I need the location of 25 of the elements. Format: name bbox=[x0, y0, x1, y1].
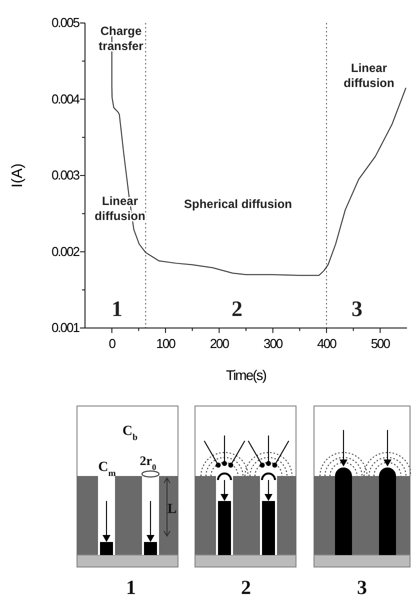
y-axis-title: I(A) bbox=[9, 163, 26, 188]
x-tick-label: 100 bbox=[156, 336, 176, 351]
x-tick-label: 400 bbox=[317, 336, 337, 351]
text: 2r$_{0}$ bbox=[140, 453, 156, 472]
text: 1 bbox=[126, 577, 136, 598]
text: 2 bbox=[241, 577, 251, 598]
y-tick-label: 0.005 bbox=[51, 15, 80, 30]
y-tick-label: 0.001 bbox=[51, 320, 80, 335]
annotation: Linear diffusion bbox=[344, 61, 394, 90]
annotation: 1 bbox=[112, 296, 122, 321]
text: C$_{b}$ bbox=[122, 424, 138, 442]
x-tick-label: 300 bbox=[263, 336, 283, 351]
x-tick-label: 0 bbox=[108, 336, 116, 351]
y-tick-label: 0.003 bbox=[51, 168, 80, 182]
x-tick-label: 500 bbox=[370, 336, 390, 351]
annotation: 3 bbox=[352, 296, 362, 321]
text: 3 bbox=[357, 577, 367, 598]
annotation: Spherical diffusion bbox=[184, 197, 292, 211]
text: C$_{m}$ bbox=[98, 460, 116, 478]
y-tick-label: 0.002 bbox=[51, 244, 80, 259]
text: L bbox=[167, 502, 177, 517]
annotation: 2 bbox=[232, 296, 242, 321]
x-tick-label: 200 bbox=[210, 336, 230, 351]
x-axis-title: Time(s) bbox=[226, 367, 266, 383]
y-tick-label: 0.004 bbox=[51, 91, 80, 106]
